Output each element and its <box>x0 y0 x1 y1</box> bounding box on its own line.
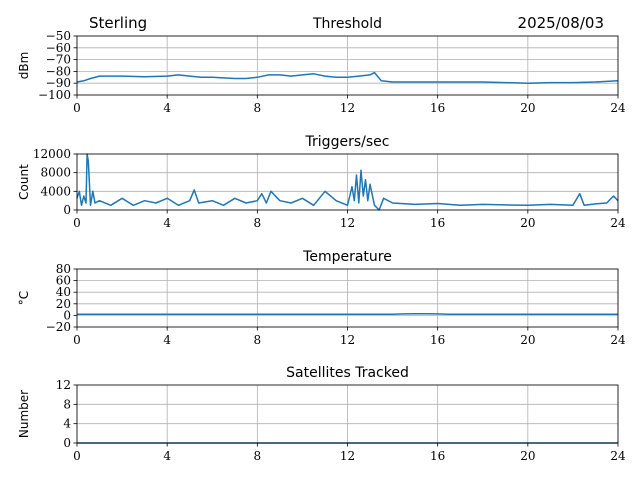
x-tick-label: 12 <box>340 216 355 230</box>
x-tick-label: 12 <box>340 449 355 463</box>
plot-title: Temperature <box>302 249 392 265</box>
y-tick-label: −70 <box>46 53 71 67</box>
y-tick-label: −20 <box>46 320 71 334</box>
x-tick-label: 12 <box>340 101 355 115</box>
x-tick-label: 16 <box>430 101 445 115</box>
y-tick-label: −50 <box>46 29 71 43</box>
x-tick-label: 24 <box>610 333 626 347</box>
y-tick-label: 12 <box>56 378 71 392</box>
y-axis-label: Number <box>17 390 31 438</box>
y-tick-label: 40 <box>56 285 71 299</box>
y-tick-label: 80 <box>56 262 71 276</box>
y-tick-label: −100 <box>38 88 71 102</box>
plot-title: Satellites Tracked <box>286 365 409 381</box>
x-tick-label: 24 <box>610 449 626 463</box>
x-tick-label: 24 <box>610 216 626 230</box>
y-tick-label: 0 <box>63 436 71 450</box>
plot-panel: 0 4 8 12 16 20 24 0 4 8 12 Satellites Tracked Number <box>17 365 626 463</box>
y-tick-label: 0 <box>63 203 71 217</box>
y-tick-label: 60 <box>56 274 71 288</box>
y-tick-label: 8 <box>63 397 71 411</box>
y-axis-label: °C <box>17 291 31 305</box>
x-tick-label: 4 <box>163 101 171 115</box>
x-tick-label: 16 <box>430 333 445 347</box>
y-tick-label: 0 <box>63 308 71 322</box>
plot-title: Threshold <box>312 16 382 32</box>
x-tick-label: 8 <box>254 216 262 230</box>
x-tick-label: 20 <box>520 101 535 115</box>
plot-title: Triggers/sec <box>305 134 390 150</box>
x-tick-label: 4 <box>163 216 171 230</box>
x-tick-label: 4 <box>163 449 171 463</box>
x-tick-label: 0 <box>73 333 81 347</box>
x-tick-label: 8 <box>254 333 262 347</box>
y-tick-label: 20 <box>56 297 71 311</box>
y-axis-label: Count <box>17 164 31 200</box>
series-line <box>76 71 619 84</box>
x-tick-label: 0 <box>73 216 81 230</box>
header-location: Sterling <box>89 14 147 32</box>
y-tick-label: −80 <box>46 64 71 78</box>
x-tick-label: 16 <box>430 449 445 463</box>
y-tick-label: 4000 <box>40 184 71 198</box>
x-tick-label: 20 <box>520 333 535 347</box>
x-tick-label: 20 <box>520 449 535 463</box>
y-axis-label: dBm <box>17 52 31 80</box>
y-tick-label: −60 <box>46 41 71 55</box>
x-tick-label: 20 <box>520 216 535 230</box>
x-tick-label: 8 <box>254 449 262 463</box>
y-tick-label: 4 <box>63 417 71 431</box>
x-tick-label: 0 <box>73 101 81 115</box>
x-tick-label: 0 <box>73 449 81 463</box>
plot-panel: 0 4 8 12 16 20 24 −100−90−80−70−60−50 Threshold d… <box>17 16 626 115</box>
series-line <box>77 312 618 315</box>
header-date: 2025/08/03 <box>518 14 604 32</box>
x-tick-label: 12 <box>340 333 355 347</box>
series-line <box>76 153 619 211</box>
x-tick-label: 8 <box>254 101 262 115</box>
y-tick-label: 12000 <box>33 147 71 161</box>
y-tick-label: −90 <box>46 76 71 90</box>
plot-panel: 0 4 8 12 16 20 24 0 4000 8000 12000 Triggers/sec Cou… <box>17 134 626 230</box>
x-tick-label: 16 <box>430 216 445 230</box>
y-tick-label: 8000 <box>40 166 71 180</box>
x-tick-label: 24 <box>610 101 626 115</box>
x-tick-label: 4 <box>163 333 171 347</box>
